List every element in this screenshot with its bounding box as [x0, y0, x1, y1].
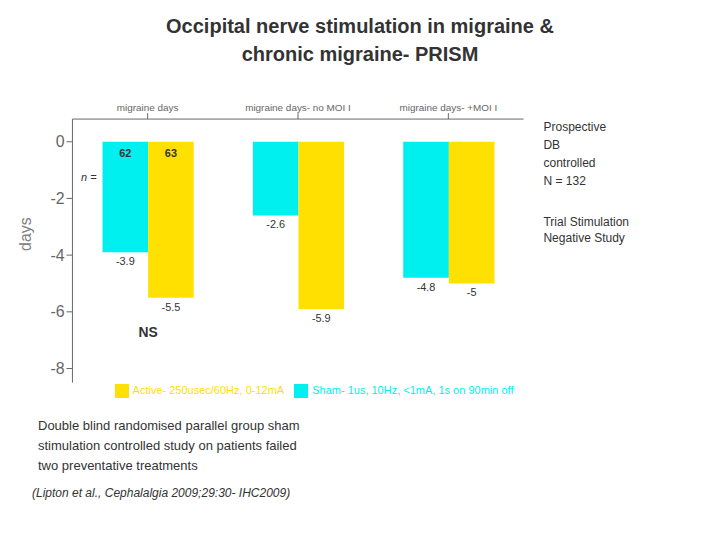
svg-text:-3.9: -3.9: [116, 255, 135, 267]
html-text:(Lipton et al., Cephalalgia 20: (Lipton et al., Cephalalgia 2009;29:30- …: [32, 486, 291, 500]
svg-text:days: days: [17, 217, 34, 251]
html-text:controlled: controlled: [543, 156, 596, 170]
html-text:Prospective: Prospective: [543, 120, 607, 134]
svg-text:-5.5: -5.5: [162, 301, 181, 313]
html-text:N = 132: N = 132: [543, 174, 586, 188]
svg-text:-2.6: -2.6: [266, 218, 285, 230]
svg-text:-2: -2: [50, 190, 64, 207]
svg-text:-8: -8: [50, 360, 64, 377]
html-text:Occipital nerve stimulation in: Occipital nerve stimulation in migraine …: [166, 15, 554, 37]
svg-text:62: 62: [119, 147, 131, 159]
html-text:Double blind randomised parall: Double blind randomised parallel group s…: [38, 418, 300, 433]
svg-text:-4.8: -4.8: [417, 281, 436, 293]
svg-text:migraine days- no MOI I: migraine days- no MOI I: [245, 102, 351, 113]
svg-text:-4: -4: [50, 247, 64, 264]
html-text:DB: DB: [543, 138, 561, 152]
html-text:Sham- 1us, 10Hz, <1mA, 1s on 9: Sham- 1us, 10Hz, <1mA, 1s on 90min off: [312, 383, 514, 396]
svg-text:migraine days: migraine days: [117, 102, 179, 113]
svg-text:-6: -6: [50, 303, 64, 320]
svg-text:NS: NS: [138, 324, 157, 340]
svg-text:-5: -5: [467, 286, 477, 298]
html-text:stimulation controlled study o: stimulation controlled study on patients…: [38, 438, 297, 453]
svg-text:n =: n =: [81, 171, 96, 183]
html-text:Active- 250usec/60Hz, 0-12mA: Active- 250usec/60Hz, 0-12mA: [132, 383, 285, 396]
svg-text:-5.9: -5.9: [312, 312, 331, 324]
html-text:Negative Study: Negative Study: [543, 231, 625, 245]
html-text:Trial Stimulation: Trial Stimulation: [543, 215, 629, 229]
html-text:chronic migraine- PRISM: chronic migraine- PRISM: [241, 43, 479, 65]
svg-text:0: 0: [56, 133, 65, 150]
svg-text:63: 63: [165, 147, 177, 159]
svg-text:migraine days- +MOI I: migraine days- +MOI I: [399, 102, 497, 113]
html-text:two preventative treatments: two preventative treatments: [38, 458, 198, 473]
